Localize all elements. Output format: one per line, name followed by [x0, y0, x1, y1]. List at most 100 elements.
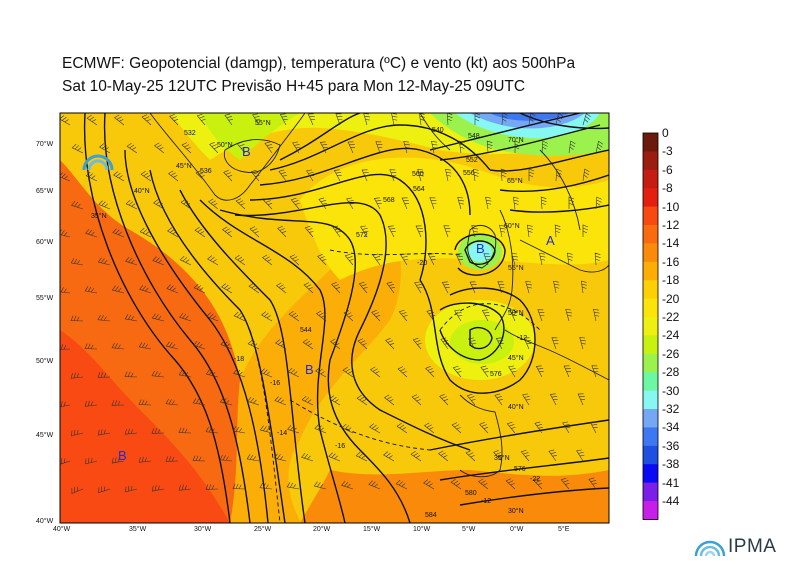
wind-barb	[560, 477, 570, 490]
wind-barb	[500, 168, 507, 182]
wind-barb	[181, 142, 192, 154]
colorbar-swatch	[643, 151, 658, 171]
lon-tick-label: 5°E	[558, 526, 570, 533]
wind-barb	[397, 366, 408, 378]
wind-barb	[551, 337, 559, 350]
lon-tick-label: 0°W	[510, 526, 524, 533]
geopotential-label: 580	[465, 490, 477, 497]
colorbar-swatch	[643, 261, 658, 281]
wind-barb	[360, 225, 369, 238]
lat-tick-label: 55°W	[36, 295, 54, 302]
wind-barb	[346, 197, 355, 210]
wind-barb	[443, 225, 451, 238]
wind-barb	[330, 338, 341, 350]
lat-tick-label: 45°W	[36, 432, 54, 439]
wind-barb	[124, 314, 138, 322]
wind-barb	[361, 169, 370, 182]
low-centre-3: B	[242, 144, 251, 159]
isotherm-label: -16	[335, 443, 346, 450]
wind-barb	[423, 479, 435, 490]
wind-barb	[595, 196, 602, 210]
wind-barb	[259, 482, 273, 490]
wind-barb	[194, 227, 206, 238]
wind-barb	[60, 458, 71, 466]
map-frame	[59, 112, 610, 524]
wind-barb	[372, 253, 381, 266]
wind-barb	[112, 228, 125, 238]
wind-barb	[506, 421, 516, 434]
wind-barb	[555, 168, 562, 182]
wind-barb	[289, 254, 300, 266]
lon-tick-label: 30°W	[194, 526, 212, 533]
wind-barb	[60, 172, 71, 182]
wind-barb	[486, 140, 493, 154]
wind-barb	[235, 198, 246, 210]
geopotential-label: 584	[425, 512, 437, 519]
wind-barb	[425, 366, 435, 378]
wind-barb	[70, 258, 84, 266]
wind-barb	[196, 113, 206, 126]
wind-barb	[412, 337, 422, 350]
wind-barb	[548, 449, 557, 462]
colorbar-label: -41	[662, 475, 680, 490]
wind-barb	[178, 484, 192, 491]
wind-barb	[537, 309, 545, 322]
wind-barb	[306, 169, 315, 182]
wind-barb	[260, 368, 273, 378]
wind-barb	[358, 281, 368, 294]
colorbar-swatch	[643, 464, 658, 484]
wind-barb	[99, 143, 111, 154]
wind-barb	[286, 482, 300, 490]
wind-barb	[341, 423, 354, 434]
lat-grid-label: 65°N	[507, 178, 523, 185]
geopotential-label: 536	[200, 168, 212, 175]
wind-barb	[499, 224, 506, 238]
wind-barb	[114, 114, 125, 126]
wind-barb	[439, 394, 449, 406]
wind-barb	[60, 401, 71, 408]
wind-barb	[86, 115, 98, 126]
wind-barb	[494, 393, 503, 406]
wind-barb	[411, 394, 422, 406]
wind-barb	[368, 480, 381, 490]
wind-barb	[389, 169, 397, 182]
wind-barb	[577, 393, 586, 406]
wind-barb	[371, 310, 381, 322]
wind-barb	[166, 284, 179, 294]
wind-barb	[71, 200, 84, 210]
wind-barb	[452, 365, 462, 378]
wind-barb	[400, 253, 409, 266]
wind-barb	[98, 200, 111, 210]
wind-barb	[98, 486, 111, 494]
wind-barb	[593, 308, 600, 322]
wind-barb	[179, 312, 192, 322]
wind-barb	[85, 171, 98, 182]
wind-barb	[303, 282, 314, 294]
wind-barb	[223, 170, 233, 182]
wind-barb	[208, 198, 219, 210]
chart-title: ECMWF: Geopotencial (damgp), temperatura…	[62, 55, 576, 72]
wind-barb	[84, 343, 98, 350]
lat-tick-label: 40°W	[36, 518, 54, 525]
wind-barb	[474, 113, 481, 125]
wind-barb	[384, 394, 395, 406]
colorbar-label: -12	[662, 218, 680, 232]
wind-barb	[526, 224, 534, 238]
wind-barb	[440, 337, 449, 350]
colorbar	[642, 132, 659, 520]
wind-barb	[60, 115, 71, 126]
isotherm-label: -16	[270, 380, 281, 387]
wind-barb	[417, 169, 424, 182]
colorbar-label: -10	[662, 199, 680, 214]
low-centre-1: B	[118, 448, 127, 463]
geopotential-label: 532	[184, 130, 196, 137]
colorbar-swatch	[643, 298, 658, 318]
geopotential-label: 540	[432, 127, 444, 134]
wind-barb	[220, 340, 233, 350]
wind-barb	[71, 143, 84, 154]
lat-grid-label: 40°N	[508, 404, 524, 411]
wind-barbs	[60, 113, 604, 494]
lat-tick-label: 50°W	[36, 358, 54, 365]
colorbar-label: -34	[662, 420, 680, 435]
wind-barb	[512, 196, 520, 210]
